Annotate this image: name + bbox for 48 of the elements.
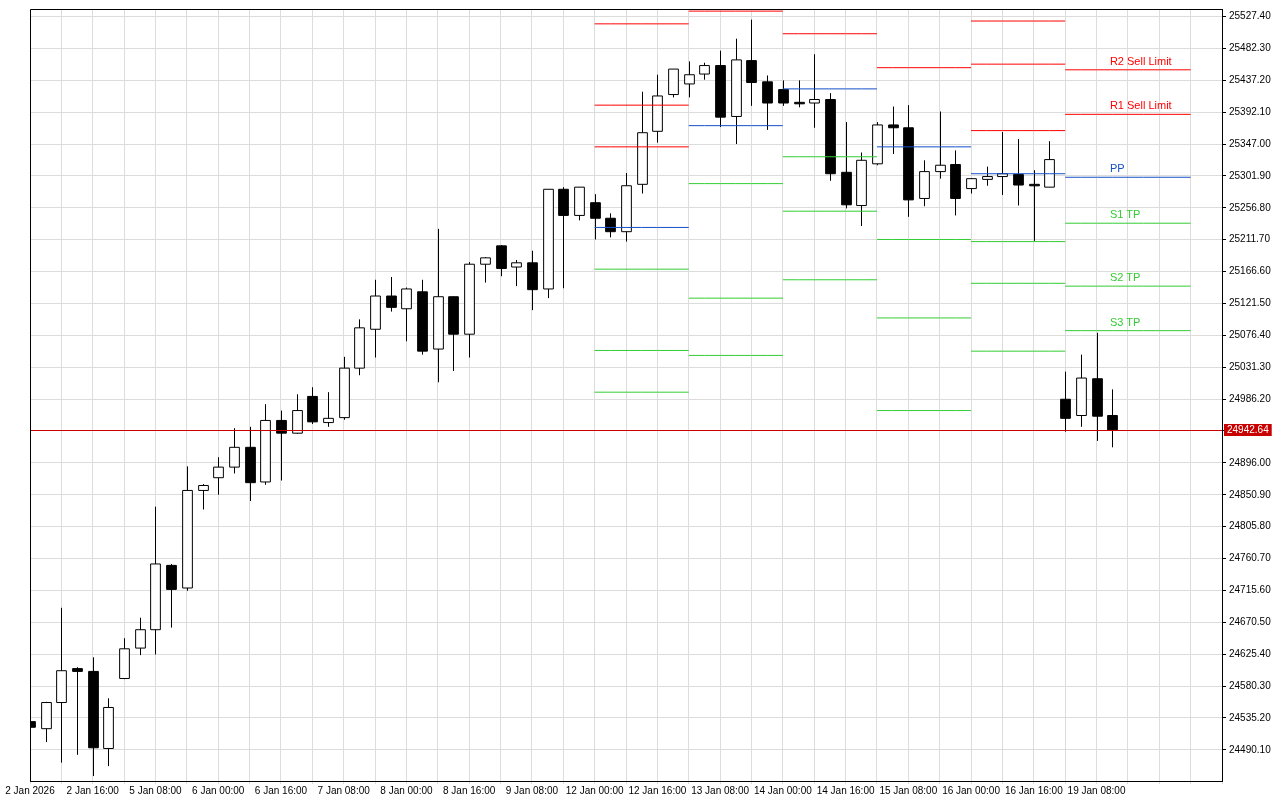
x-tick-label: 12 Jan 16:00 — [628, 784, 687, 796]
x-tick-label: 9 Jan 08:00 — [505, 784, 559, 796]
y-tick-label: 24490.10 — [1229, 743, 1272, 755]
x-tick-label: 13 Jan 08:00 — [691, 784, 750, 796]
y-tick-label: 24625.40 — [1229, 647, 1272, 659]
y-tick-label: 25031.30 — [1229, 360, 1272, 372]
series-label: S1 TP — [1109, 208, 1141, 221]
y-tick-label: 24850.90 — [1229, 488, 1272, 500]
y-tick-label: 25482.30 — [1229, 42, 1272, 54]
series-label: R1 Sell Limit — [1109, 99, 1172, 112]
series-label: S2 TP — [1109, 271, 1141, 284]
x-tick-label: 2 Jan 2026 — [5, 784, 56, 796]
x-tick-label: 8 Jan 16:00 — [443, 784, 496, 796]
y-tick-label: 25347.00 — [1229, 137, 1272, 149]
y-tick-label: 25437.20 — [1229, 74, 1272, 86]
y-tick-label: 25301.90 — [1229, 169, 1272, 181]
y-tick-label: 25527.40 — [1229, 10, 1272, 22]
y-tick-label: 25211.70 — [1229, 233, 1271, 245]
y-tick-label: 24760.70 — [1229, 552, 1272, 564]
series-label: R2 Sell Limit — [1109, 54, 1172, 67]
y-tick-label: 24896.00 — [1229, 456, 1272, 468]
x-tick-label: 16 Jan 16:00 — [1004, 784, 1064, 796]
y-tick-label: 24805.80 — [1229, 520, 1272, 532]
x-tick-label: 14 Jan 16:00 — [816, 784, 875, 796]
series-label: S3 TP — [1109, 315, 1141, 328]
x-tick-label: 7 Jan 08:00 — [317, 784, 371, 796]
y-tick-label: 24986.20 — [1229, 392, 1272, 404]
x-tick-label: 6 Jan 00:00 — [192, 784, 245, 796]
x-tick-label: 5 Jan 08:00 — [129, 784, 183, 796]
x-tick-label: 2 Jan 16:00 — [66, 784, 120, 796]
y-tick-label: 24535.20 — [1229, 711, 1272, 723]
x-tick-label: 14 Jan 00:00 — [753, 784, 813, 796]
y-tick-label: 25076.40 — [1229, 329, 1272, 341]
ref-line-label: 24942.64 — [1227, 423, 1270, 435]
x-tick-label: 12 Jan 00:00 — [565, 784, 624, 796]
y-tick-label: 25166.60 — [1229, 265, 1272, 277]
y-tick-label: 25256.80 — [1229, 201, 1272, 213]
y-tick-label: 25392.10 — [1229, 105, 1272, 117]
y-tick-label: 24580.30 — [1229, 679, 1272, 691]
x-tick-label: 19 Jan 08:00 — [1067, 784, 1126, 796]
y-tick-label: 25121.50 — [1229, 297, 1272, 309]
x-tick-label: 16 Jan 00:00 — [942, 784, 1001, 796]
y-tick-label: 24670.50 — [1229, 616, 1272, 628]
y-tick-label: 24715.60 — [1229, 584, 1272, 596]
x-tick-label: 15 Jan 08:00 — [879, 784, 938, 796]
x-tick-label: 6 Jan 16:00 — [254, 784, 308, 796]
x-tick-label: 8 Jan 00:00 — [380, 784, 433, 796]
series-label: PP — [1109, 162, 1125, 175]
